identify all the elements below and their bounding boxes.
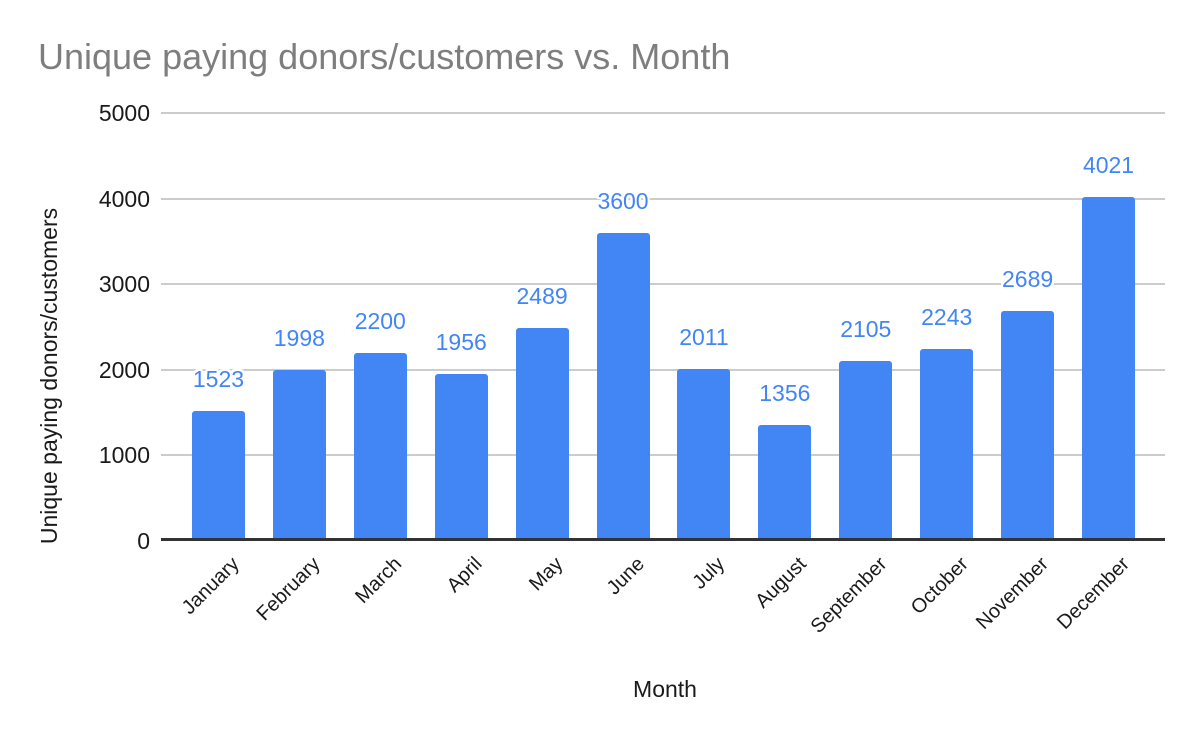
bar-value-label: 2105 bbox=[840, 315, 892, 342]
x-tick-label: October bbox=[906, 553, 973, 619]
gridline bbox=[161, 197, 1165, 200]
bar-value-label: 1523 bbox=[192, 365, 245, 392]
x-axis-line bbox=[161, 538, 1165, 541]
bar-july[interactable] bbox=[677, 368, 731, 541]
x-tick-label: March bbox=[350, 553, 406, 608]
x-tick-label: July bbox=[688, 553, 730, 594]
y-tick-label: 4000 bbox=[98, 185, 150, 212]
x-tick-label: December bbox=[1053, 553, 1135, 634]
bar-value-label: 1956 bbox=[435, 328, 487, 355]
gridline bbox=[161, 283, 1165, 286]
y-tick-label: 0 bbox=[137, 528, 150, 554]
bar-may[interactable] bbox=[515, 327, 569, 541]
bar-february[interactable] bbox=[272, 369, 326, 541]
bar-value-label: 1998 bbox=[273, 324, 325, 351]
x-tick-label: January bbox=[178, 553, 245, 619]
x-tick-label: May bbox=[525, 553, 568, 596]
bar-value-label: 2011 bbox=[679, 323, 729, 350]
x-tick-label: April bbox=[442, 553, 487, 597]
bar-january[interactable] bbox=[191, 410, 245, 541]
x-tick-label: August bbox=[750, 553, 811, 613]
bar-value-label: 4021 bbox=[1082, 151, 1135, 178]
x-tick-label: February bbox=[252, 553, 325, 626]
bar-december[interactable] bbox=[1082, 196, 1136, 541]
gridline bbox=[161, 112, 1165, 114]
x-tick-label: September bbox=[806, 553, 892, 638]
bar-march[interactable] bbox=[353, 352, 407, 541]
bar-november[interactable] bbox=[1001, 310, 1055, 541]
bar-april[interactable] bbox=[434, 373, 488, 541]
bar-value-label: 1356 bbox=[759, 379, 811, 406]
bar-october[interactable] bbox=[920, 349, 974, 541]
chart-title: Unique paying donors/customers vs. Month bbox=[38, 36, 731, 77]
x-tick-label: November bbox=[972, 553, 1054, 634]
bar-value-label: 2689 bbox=[1002, 265, 1054, 292]
y-tick-label: 2000 bbox=[98, 356, 150, 383]
bar-june[interactable] bbox=[596, 232, 650, 541]
x-tick-label: June bbox=[602, 553, 649, 600]
gridline bbox=[161, 368, 1165, 371]
y-tick-label: 5000 bbox=[98, 100, 150, 126]
bar-value-label: 2489 bbox=[516, 282, 568, 309]
bar-value-label: 3600 bbox=[597, 187, 649, 214]
gridline bbox=[161, 454, 1165, 457]
y-tick-label: 3000 bbox=[98, 271, 150, 298]
bar-value-label: 2243 bbox=[921, 304, 973, 330]
plot-area: 1523 1998 2200 1956 2489 3600 2011 1356 2105 2243… bbox=[161, 112, 1165, 541]
x-axis-title: Month bbox=[633, 676, 697, 702]
bar-value-label: 2200 bbox=[354, 307, 406, 334]
bar-september[interactable] bbox=[839, 360, 893, 541]
y-tick-label: 1000 bbox=[98, 442, 150, 469]
bar-august[interactable] bbox=[758, 424, 812, 541]
